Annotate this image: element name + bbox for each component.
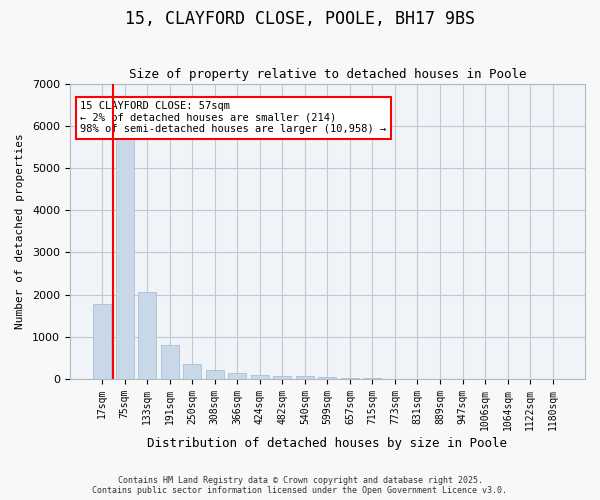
Bar [206,370,224,379]
Text: 15, CLAYFORD CLOSE, POOLE, BH17 9BS: 15, CLAYFORD CLOSE, POOLE, BH17 9BS [125,10,475,28]
Bar [274,376,292,379]
Bar [161,346,179,379]
Y-axis label: Number of detached properties: Number of detached properties [15,134,25,330]
X-axis label: Distribution of detached houses by size in Poole: Distribution of detached houses by size … [148,437,508,450]
Text: Contains HM Land Registry data © Crown copyright and database right 2025.
Contai: Contains HM Land Registry data © Crown c… [92,476,508,495]
Bar [341,378,359,379]
Bar [364,378,382,379]
Bar [319,377,337,379]
Bar [116,134,134,379]
Title: Size of property relative to detached houses in Poole: Size of property relative to detached ho… [128,68,526,81]
Bar [229,372,247,379]
Bar [93,304,111,379]
Text: 15 CLAYFORD CLOSE: 57sqm
← 2% of detached houses are smaller (214)
98% of semi-d: 15 CLAYFORD CLOSE: 57sqm ← 2% of detache… [80,102,386,134]
Bar [138,292,156,379]
Bar [386,378,404,379]
Bar [183,364,201,379]
Bar [251,375,269,379]
Bar [296,376,314,379]
